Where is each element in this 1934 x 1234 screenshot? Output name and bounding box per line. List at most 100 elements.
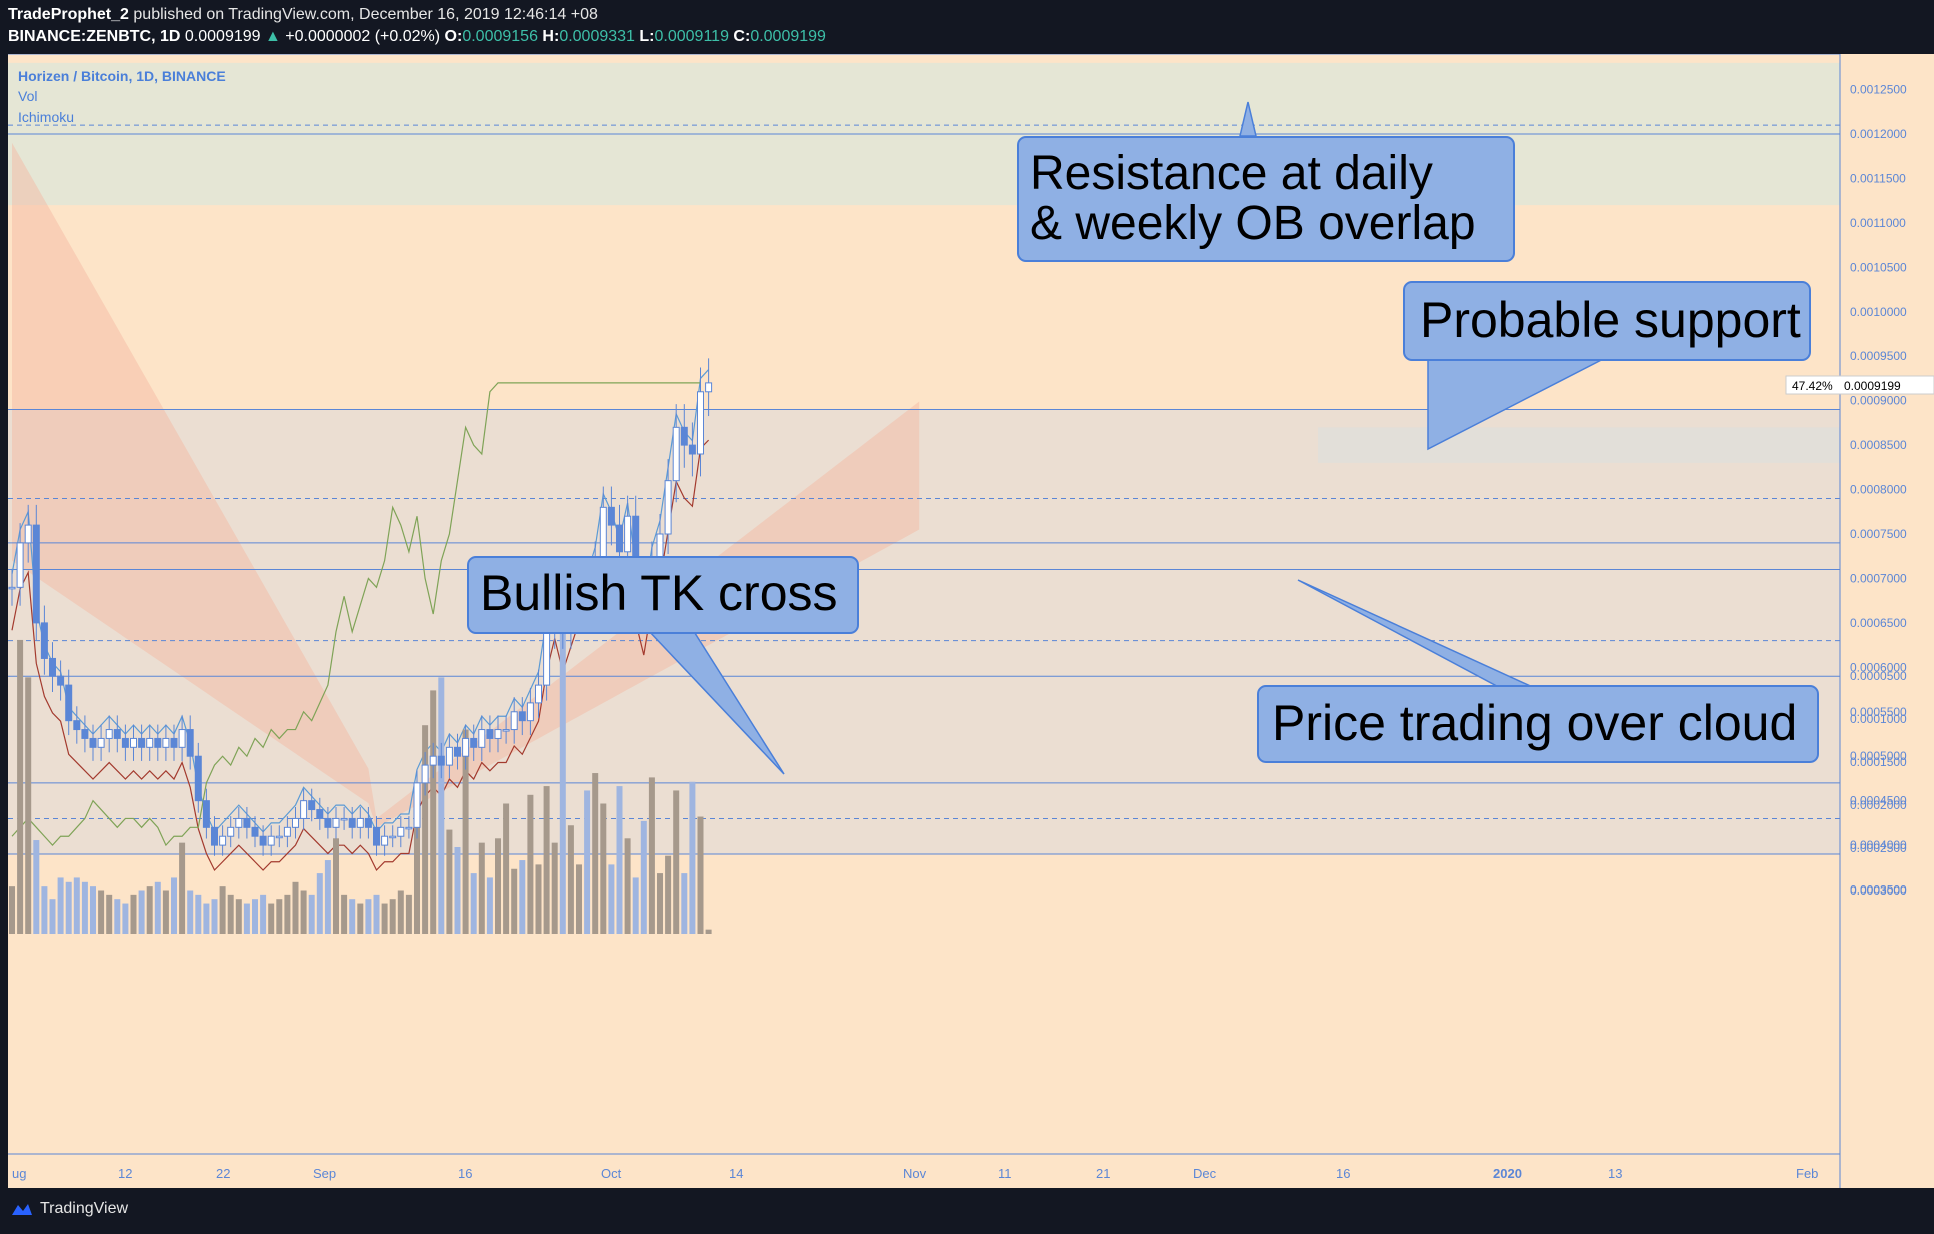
time-tick-label: Feb bbox=[1796, 1166, 1818, 1181]
candle-body bbox=[518, 711, 526, 722]
volume-bar bbox=[697, 816, 704, 934]
support-callout[interactable]: Probable support bbox=[1403, 281, 1811, 451]
low-label: L: bbox=[639, 28, 655, 45]
candle-body bbox=[624, 515, 632, 553]
author-name[interactable]: TradeProphet_2 bbox=[8, 6, 129, 23]
volume-bar bbox=[357, 903, 364, 934]
volume-bar bbox=[203, 903, 210, 934]
time-tick-label: Nov bbox=[903, 1166, 927, 1181]
volume-bar bbox=[454, 847, 461, 934]
ohlc-line: BINANCE:ZENBTC, 1D 0.0009199 ▲ +0.000000… bbox=[8, 28, 826, 46]
candle-body bbox=[97, 737, 105, 748]
symbol-label[interactable]: BINANCE:ZENBTC, 1D bbox=[8, 28, 181, 45]
candle-body bbox=[113, 729, 121, 739]
candle-body bbox=[162, 737, 170, 748]
price-tick-label: 0.0011000 bbox=[1850, 216, 1906, 230]
price-tick-label: 0.0007000 bbox=[1850, 571, 1907, 585]
time-tick-label: 11 bbox=[998, 1166, 1012, 1181]
price-tick-label: 0.0002000 bbox=[1850, 798, 1907, 812]
legend-ichimoku[interactable]: Ichimoku bbox=[18, 109, 75, 125]
volume-bar bbox=[300, 890, 307, 934]
candle-body bbox=[454, 746, 461, 757]
price-tick-label: 0.0001000 bbox=[1850, 712, 1907, 726]
candle-body bbox=[478, 729, 486, 748]
open-label: O: bbox=[444, 28, 463, 45]
volume-bar bbox=[235, 899, 242, 934]
resistance-callout[interactable]: Resistance at daily & weekly OB overlap bbox=[1017, 101, 1515, 262]
candles-layer bbox=[8, 358, 713, 856]
candle-body bbox=[251, 826, 259, 837]
volume-bar bbox=[486, 877, 493, 934]
price-tick-label: 0.0006500 bbox=[1850, 616, 1907, 630]
candle-body bbox=[462, 737, 470, 757]
candle-body bbox=[202, 800, 210, 828]
volume-bar bbox=[519, 860, 526, 934]
publish-line: TradeProphet_2 published on TradingView.… bbox=[8, 6, 598, 24]
volume-bar bbox=[478, 842, 485, 934]
candle-body bbox=[259, 835, 267, 846]
time-tick-label: 16 bbox=[458, 1166, 472, 1181]
volume-bar bbox=[187, 890, 194, 934]
price-chart[interactable]: 0.0012500 0.0012000 0.0011500 0.0011000 0.00… bbox=[8, 54, 1934, 1188]
candle-body bbox=[397, 826, 405, 837]
candle-body bbox=[364, 817, 372, 828]
candle-body bbox=[300, 800, 308, 819]
tk-cross-callout[interactable]: Bullish TK cross bbox=[467, 556, 859, 775]
candle-body bbox=[705, 382, 713, 393]
volume-bar bbox=[584, 790, 591, 934]
last-price-tag: 47.42% 0.0009199 bbox=[1785, 375, 1934, 395]
time-tick-label: 2020 bbox=[1493, 1166, 1522, 1181]
tradingview-logo[interactable]: TradingView bbox=[10, 1200, 128, 1218]
volume-bar bbox=[227, 894, 234, 934]
volume-bar bbox=[551, 842, 558, 934]
volume-bar bbox=[324, 860, 331, 934]
volume-bar bbox=[567, 825, 574, 934]
volume-bar bbox=[292, 881, 299, 934]
volume-bar bbox=[57, 877, 64, 934]
candle-body bbox=[121, 737, 129, 748]
candle-body bbox=[211, 826, 218, 846]
candle-body bbox=[170, 737, 178, 748]
candle-body bbox=[275, 835, 283, 839]
volume-bar bbox=[146, 886, 153, 934]
candle-body bbox=[607, 506, 615, 526]
volume-bar bbox=[397, 890, 404, 934]
candle-body bbox=[429, 755, 437, 766]
volume-bar bbox=[559, 633, 566, 934]
time-tick-label: 21 bbox=[1096, 1166, 1110, 1181]
candle-body bbox=[332, 817, 340, 828]
cloud-callout[interactable]: Price trading over cloud bbox=[1257, 579, 1819, 763]
legend-title[interactable]: Horizen / Bitcoin, 1D, BINANCE bbox=[18, 68, 226, 84]
candle-body bbox=[356, 817, 364, 828]
volume-bar bbox=[349, 899, 356, 934]
levels-layer bbox=[8, 54, 1840, 855]
volume-bar bbox=[414, 820, 420, 934]
volume-bar bbox=[462, 729, 469, 934]
publish-info: published on TradingView.com, December 1… bbox=[133, 6, 598, 23]
candle-body bbox=[535, 684, 542, 704]
volume-bar bbox=[535, 864, 542, 934]
volume-bar bbox=[511, 868, 518, 934]
volume-bar bbox=[98, 890, 105, 934]
volume-bar bbox=[162, 890, 169, 934]
volume-bar bbox=[373, 894, 380, 934]
legend-vol[interactable]: Vol bbox=[18, 88, 38, 104]
chikou-span-line bbox=[11, 382, 701, 847]
change-arrow-icon: ▲ bbox=[265, 28, 281, 45]
candle-body bbox=[32, 524, 40, 624]
candle-body bbox=[130, 737, 137, 748]
ichimoku-cloud bbox=[12, 142, 920, 828]
volume-bar bbox=[171, 877, 177, 934]
price-change: +0.0000002 (+0.02%) bbox=[285, 28, 441, 45]
price-tick-label: 0.0001500 bbox=[1850, 755, 1907, 769]
price-tick-label: 0.0000500 bbox=[1850, 669, 1907, 683]
candle-body bbox=[65, 684, 73, 722]
price-tick-label: 0.0008000 bbox=[1850, 483, 1907, 497]
price-tag-value: 0.0009199 bbox=[1844, 379, 1901, 393]
time-axis: ug 12 22 Sep 16 Oct 14 Nov 11 21 Dec 16 2020 13 Feb bbox=[8, 1153, 1840, 1181]
volume-bar bbox=[260, 894, 267, 934]
time-tick-label: Oct bbox=[601, 1166, 622, 1181]
price-tick-label: 0.0002500 bbox=[1850, 841, 1907, 855]
close-value: 0.0009199 bbox=[750, 28, 826, 45]
candle-body bbox=[292, 817, 299, 828]
